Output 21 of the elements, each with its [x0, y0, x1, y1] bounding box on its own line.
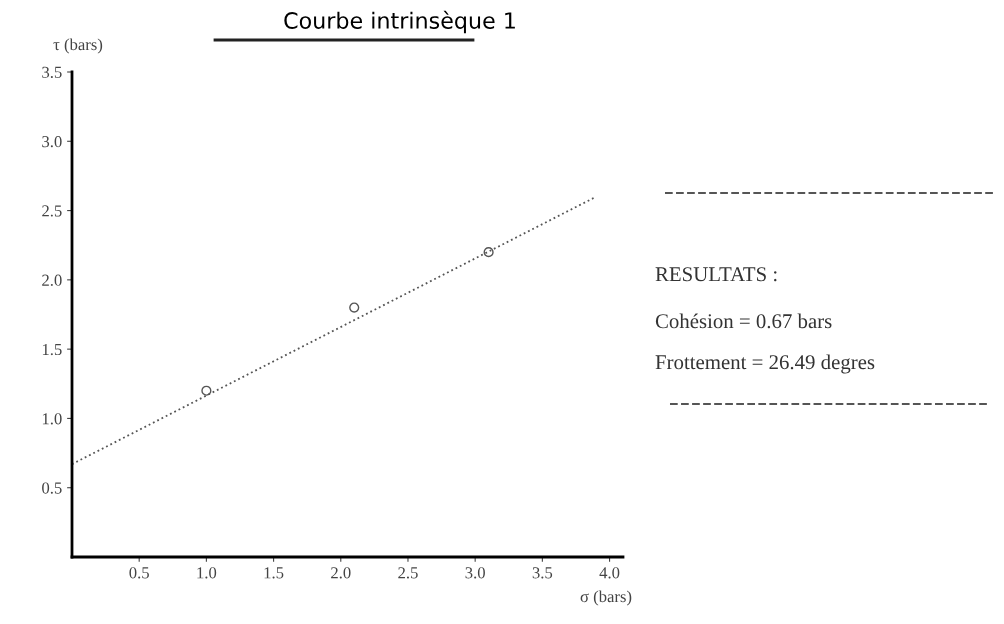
chart-title: Courbe intrinsèque 1 [284, 10, 515, 34]
y-axis-title: τ (bars) [53, 38, 103, 54]
text: Cohésion = 0.67 bars [655, 313, 832, 329]
x-tick-label: 2.0 [331, 567, 351, 579]
x-tick-label: 4.0 [599, 567, 620, 579]
y-tick-label: 0.5 [42, 482, 62, 494]
x-tick-label: 3.5 [532, 567, 553, 579]
x-tick-label: 1.0 [197, 567, 217, 579]
y-tick-label: 3.5 [42, 66, 62, 79]
y-tick-label: 2.0 [42, 274, 62, 286]
x-tick-label: 2.5 [398, 567, 418, 579]
y-tick-label: 3.0 [42, 135, 62, 148]
text: RESULTATS : [655, 267, 777, 282]
y-tick-label: 2.5 [42, 205, 62, 217]
text: Frottement = 26.49 degres [655, 354, 875, 374]
y-tick-label: 1.5 [42, 343, 62, 356]
y-tick-label: 1.0 [42, 413, 62, 425]
x-tick-label: 1.5 [264, 567, 284, 579]
x-tick-label: 0.5 [129, 567, 149, 579]
x-axis-title: σ (bars) [580, 590, 632, 606]
x-tick-label: 3.0 [465, 567, 485, 579]
